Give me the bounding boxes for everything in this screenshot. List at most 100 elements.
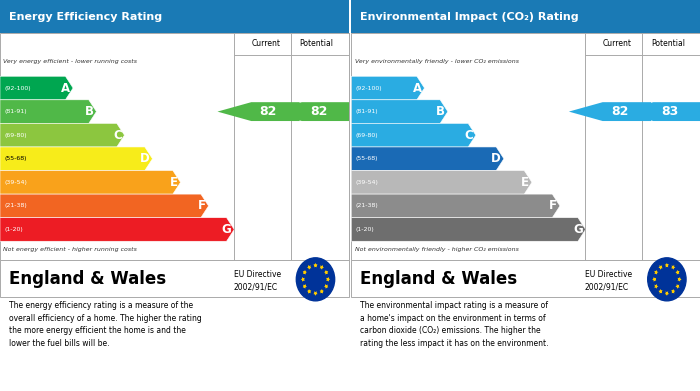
Text: (69-80): (69-80)	[4, 133, 27, 138]
Text: (21-38): (21-38)	[4, 203, 27, 208]
Text: C: C	[113, 129, 122, 142]
Text: Energy Efficiency Rating: Energy Efficiency Rating	[8, 12, 162, 22]
Text: A: A	[61, 82, 70, 95]
Polygon shape	[326, 277, 330, 282]
Polygon shape	[620, 102, 700, 121]
Text: D: D	[140, 152, 150, 165]
Polygon shape	[218, 102, 300, 121]
Polygon shape	[665, 263, 669, 267]
Text: B: B	[436, 105, 445, 118]
Text: (1-20): (1-20)	[356, 227, 375, 232]
Text: (92-100): (92-100)	[4, 86, 31, 91]
Text: G: G	[573, 223, 583, 236]
Text: Potential: Potential	[651, 39, 685, 48]
Text: (55-68): (55-68)	[356, 156, 378, 161]
Text: A: A	[412, 82, 421, 95]
Polygon shape	[314, 263, 318, 267]
Text: (21-38): (21-38)	[356, 203, 378, 208]
Bar	[351, 33, 700, 260]
Polygon shape	[671, 265, 676, 270]
Polygon shape	[0, 100, 97, 124]
Polygon shape	[320, 265, 324, 270]
Bar	[0, 33, 349, 260]
Polygon shape	[0, 194, 209, 218]
Polygon shape	[351, 124, 476, 147]
Text: The energy efficiency rating is a measure of the
overall efficiency of a home. T: The energy efficiency rating is a measur…	[8, 301, 202, 348]
Bar	[0, 260, 349, 297]
Text: 2002/91/EC: 2002/91/EC	[585, 282, 629, 291]
Polygon shape	[676, 284, 680, 289]
Text: (55-68): (55-68)	[4, 156, 27, 161]
Polygon shape	[302, 270, 307, 275]
Polygon shape	[351, 218, 586, 241]
Polygon shape	[268, 102, 350, 121]
Bar	[0, 0, 349, 33]
Text: Not environmentally friendly - higher CO₂ emissions: Not environmentally friendly - higher CO…	[355, 247, 519, 252]
Polygon shape	[307, 289, 312, 294]
Text: 82: 82	[310, 105, 328, 118]
Polygon shape	[0, 124, 125, 147]
Polygon shape	[569, 102, 651, 121]
Text: (81-91): (81-91)	[356, 109, 378, 114]
Polygon shape	[0, 76, 73, 100]
Text: 83: 83	[662, 105, 679, 118]
Circle shape	[648, 258, 686, 301]
Bar	[351, 0, 700, 33]
Text: F: F	[549, 199, 557, 212]
Text: D: D	[491, 152, 501, 165]
Polygon shape	[671, 289, 676, 294]
Text: Environmental Impact (CO₂) Rating: Environmental Impact (CO₂) Rating	[360, 12, 579, 22]
Polygon shape	[678, 277, 682, 282]
Text: F: F	[197, 199, 206, 212]
Polygon shape	[665, 291, 669, 296]
Text: 82: 82	[260, 105, 277, 118]
Polygon shape	[654, 270, 659, 275]
Polygon shape	[0, 170, 181, 194]
Polygon shape	[659, 265, 663, 270]
Text: G: G	[222, 223, 232, 236]
Text: Potential: Potential	[300, 39, 333, 48]
Text: 82: 82	[611, 105, 629, 118]
Bar	[351, 260, 700, 297]
Polygon shape	[0, 147, 153, 170]
Text: England & Wales: England & Wales	[8, 269, 166, 288]
Text: (92-100): (92-100)	[356, 86, 382, 91]
Polygon shape	[307, 265, 312, 270]
Polygon shape	[652, 277, 657, 282]
Circle shape	[296, 258, 335, 301]
Text: E: E	[521, 176, 529, 189]
Polygon shape	[324, 284, 328, 289]
Polygon shape	[654, 284, 659, 289]
Text: EU Directive: EU Directive	[585, 270, 632, 279]
Text: Very energy efficient - lower running costs: Very energy efficient - lower running co…	[4, 59, 137, 64]
Text: C: C	[464, 129, 473, 142]
Text: (69-80): (69-80)	[356, 133, 378, 138]
Polygon shape	[676, 270, 680, 275]
Text: B: B	[85, 105, 94, 118]
Text: England & Wales: England & Wales	[360, 269, 517, 288]
Text: Not energy efficient - higher running costs: Not energy efficient - higher running co…	[4, 247, 137, 252]
Polygon shape	[320, 289, 324, 294]
Polygon shape	[351, 170, 532, 194]
Polygon shape	[301, 277, 305, 282]
Text: The environmental impact rating is a measure of
a home's impact on the environme: The environmental impact rating is a mea…	[360, 301, 549, 348]
Polygon shape	[314, 291, 318, 296]
Text: E: E	[169, 176, 178, 189]
Polygon shape	[0, 218, 234, 241]
Text: (1-20): (1-20)	[4, 227, 23, 232]
Text: Very environmentally friendly - lower CO₂ emissions: Very environmentally friendly - lower CO…	[355, 59, 519, 64]
Polygon shape	[351, 147, 504, 170]
Text: Current: Current	[603, 39, 631, 48]
Polygon shape	[659, 289, 663, 294]
Text: Current: Current	[251, 39, 280, 48]
Text: EU Directive: EU Directive	[234, 270, 281, 279]
Text: (39-54): (39-54)	[4, 180, 27, 185]
Text: (81-91): (81-91)	[4, 109, 27, 114]
Polygon shape	[324, 270, 328, 275]
Polygon shape	[351, 194, 560, 218]
Text: (39-54): (39-54)	[356, 180, 379, 185]
Text: 2002/91/EC: 2002/91/EC	[234, 282, 278, 291]
Polygon shape	[351, 76, 424, 100]
Polygon shape	[302, 284, 307, 289]
Polygon shape	[351, 100, 448, 124]
